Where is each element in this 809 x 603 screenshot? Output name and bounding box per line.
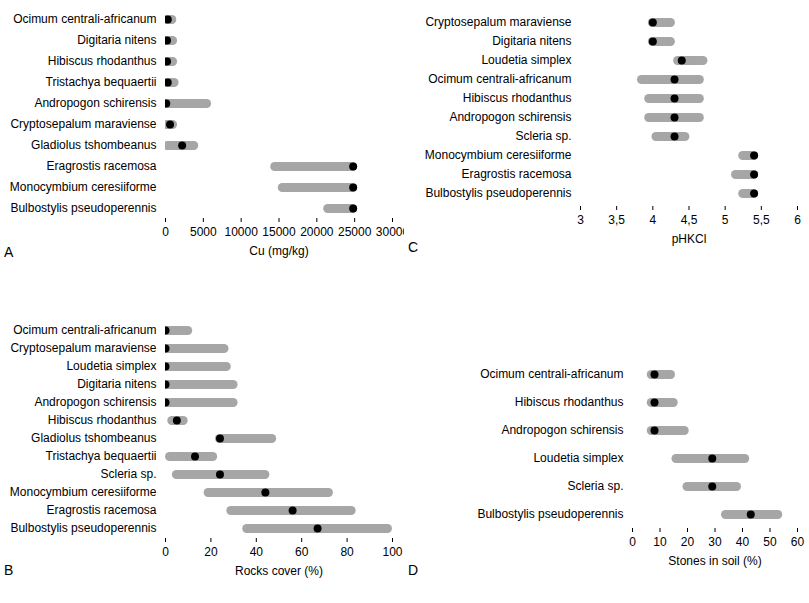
- svg-text:Gladiolus tshombeanus: Gladiolus tshombeanus: [31, 138, 156, 152]
- svg-text:Stones in soil (%): Stones in soil (%): [668, 554, 761, 568]
- svg-text:Ocimum centrali-africanum: Ocimum centrali-africanum: [13, 12, 156, 26]
- svg-text:Loudetia simplex: Loudetia simplex: [66, 359, 156, 373]
- svg-text:Cryptosepalum maraviense: Cryptosepalum maraviense: [10, 117, 156, 131]
- svg-text:3,5: 3,5: [608, 213, 625, 227]
- svg-text:Hibiscus rhodanthus: Hibiscus rhodanthus: [463, 91, 572, 105]
- svg-text:Andropogon schirensis: Andropogon schirensis: [34, 395, 156, 409]
- svg-text:40: 40: [736, 535, 750, 549]
- svg-text:50: 50: [763, 535, 777, 549]
- svg-text:30000: 30000: [376, 225, 404, 239]
- html-text:C: C: [408, 239, 419, 255]
- svg-text:15000: 15000: [262, 225, 296, 239]
- svg-text:0: 0: [162, 545, 169, 559]
- svg-text:Digitaria nitens: Digitaria nitens: [77, 377, 156, 391]
- svg-text:10000: 10000: [224, 225, 258, 239]
- html-text:B: B: [4, 562, 14, 578]
- svg-text:Loudetia simplex: Loudetia simplex: [481, 53, 571, 67]
- svg-text:Ocimum centrali-africanum: Ocimum centrali-africanum: [13, 323, 156, 337]
- svg-text:Tristachya bequaertii: Tristachya bequaertii: [46, 449, 157, 463]
- svg-text:Rocks cover (%): Rocks cover (%): [235, 564, 323, 578]
- svg-text:Andropogon schirensis: Andropogon schirensis: [449, 110, 571, 124]
- svg-text:5,5: 5,5: [753, 213, 770, 227]
- svg-text:Monocymbium ceresiiforme: Monocymbium ceresiiforme: [425, 148, 572, 162]
- svg-text:Monocymbium ceresiiforme: Monocymbium ceresiiforme: [10, 180, 157, 194]
- svg-text:0: 0: [629, 535, 636, 549]
- svg-text:Hibiscus rhodanthus: Hibiscus rhodanthus: [48, 413, 157, 427]
- svg-text:Scleria sp.: Scleria sp.: [567, 479, 623, 493]
- html-text:A: A: [4, 244, 14, 260]
- svg-text:Loudetia simplex: Loudetia simplex: [533, 451, 623, 465]
- svg-text:100: 100: [382, 545, 402, 559]
- svg-text:Monocymbium ceresiiforme: Monocymbium ceresiiforme: [10, 485, 157, 499]
- svg-text:Ocimum centrali-africanum: Ocimum centrali-africanum: [480, 367, 623, 381]
- svg-text:6: 6: [794, 213, 801, 227]
- svg-text:Eragrostis racemosa: Eragrostis racemosa: [461, 167, 571, 181]
- svg-text:Tristachya bequaertii: Tristachya bequaertii: [46, 75, 157, 89]
- svg-text:Bulbostylis pseudoperennis: Bulbostylis pseudoperennis: [10, 521, 156, 535]
- svg-text:5000: 5000: [190, 225, 217, 239]
- svg-text:30: 30: [708, 535, 722, 549]
- svg-text:40: 40: [250, 545, 264, 559]
- svg-text:Digitaria nitens: Digitaria nitens: [77, 33, 156, 47]
- svg-text:Ocimum centrali-africanum: Ocimum centrali-africanum: [428, 72, 571, 86]
- svg-text:Scleria sp.: Scleria sp.: [515, 129, 571, 143]
- svg-text:5: 5: [722, 213, 729, 227]
- svg-text:Eragrostis racemosa: Eragrostis racemosa: [46, 159, 156, 173]
- svg-text:20: 20: [204, 545, 218, 559]
- svg-text:0: 0: [162, 225, 169, 239]
- svg-text:Hibiscus rhodanthus: Hibiscus rhodanthus: [515, 395, 624, 409]
- svg-text:Digitaria nitens: Digitaria nitens: [492, 34, 571, 48]
- svg-text:Scleria sp.: Scleria sp.: [100, 467, 156, 481]
- svg-text:4,5: 4,5: [681, 213, 698, 227]
- svg-text:Cu (mg/kg): Cu (mg/kg): [249, 244, 308, 258]
- svg-text:10: 10: [653, 535, 667, 549]
- html-text:D: D: [408, 562, 419, 578]
- svg-text:Eragrostis racemosa: Eragrostis racemosa: [46, 503, 156, 517]
- svg-text:60: 60: [791, 535, 805, 549]
- svg-text:Hibiscus rhodanthus: Hibiscus rhodanthus: [48, 54, 157, 68]
- svg-text:20000: 20000: [300, 225, 334, 239]
- svg-text:Andropogon schirensis: Andropogon schirensis: [34, 96, 156, 110]
- svg-text:20: 20: [681, 535, 695, 549]
- svg-text:Bulbostylis pseudoperennis: Bulbostylis pseudoperennis: [425, 186, 571, 200]
- svg-text:80: 80: [340, 545, 354, 559]
- svg-text:Cryptosepalum maraviense: Cryptosepalum maraviense: [10, 341, 156, 355]
- svg-text:25000: 25000: [338, 225, 372, 239]
- svg-text:pHKCl: pHKCl: [672, 232, 707, 246]
- svg-text:Bulbostylis pseudoperennis: Bulbostylis pseudoperennis: [10, 201, 156, 215]
- svg-text:60: 60: [295, 545, 309, 559]
- svg-text:Cryptosepalum maraviense: Cryptosepalum maraviense: [425, 15, 571, 29]
- svg-text:Andropogon schirensis: Andropogon schirensis: [501, 423, 623, 437]
- svg-text:Bulbostylis pseudoperennis: Bulbostylis pseudoperennis: [477, 507, 623, 521]
- svg-text:4: 4: [649, 213, 656, 227]
- svg-text:Gladiolus tshombeanus: Gladiolus tshombeanus: [31, 431, 156, 445]
- svg-text:3: 3: [577, 213, 584, 227]
